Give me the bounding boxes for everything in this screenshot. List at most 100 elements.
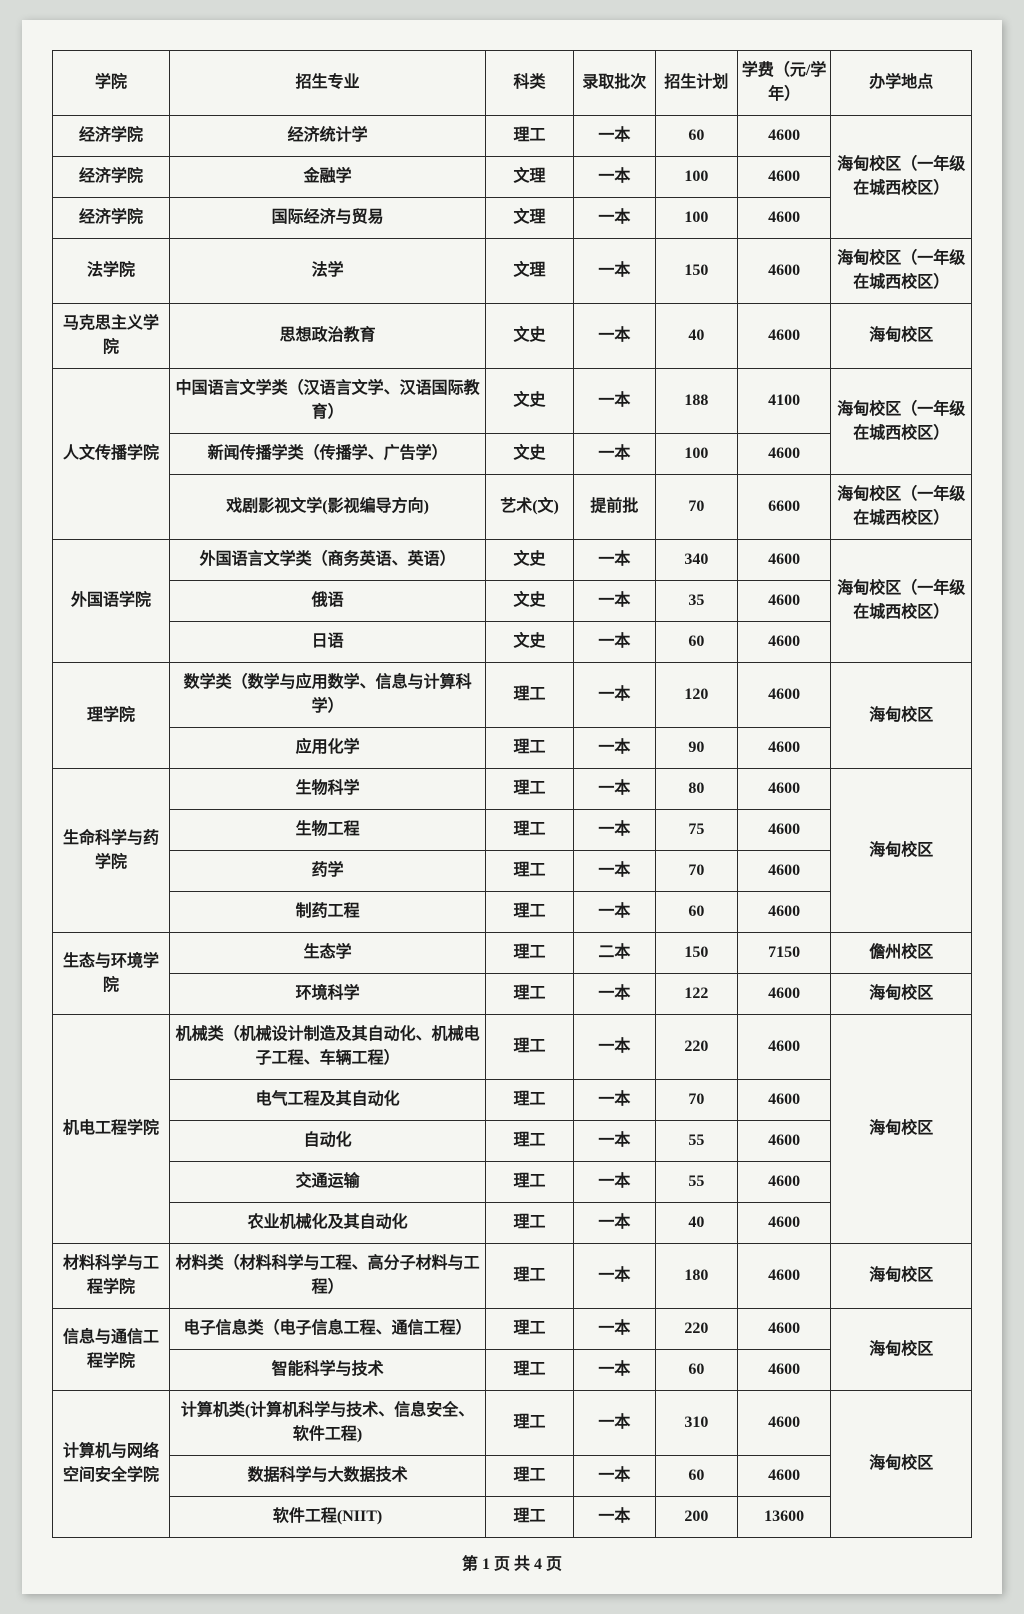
cell-fee: 4600 — [737, 540, 831, 581]
cell-college: 生命科学与药学院 — [53, 769, 170, 933]
cell-batch: 一本 — [573, 369, 655, 434]
cell-plan: 75 — [655, 810, 737, 851]
cell-plan: 55 — [655, 1121, 737, 1162]
cell-fee: 6600 — [737, 475, 831, 540]
cell-college: 经济学院 — [53, 157, 170, 198]
cell-category: 理工 — [486, 933, 574, 974]
table-row: 戏剧影视文学(影视编导方向)艺术(文)提前批706600海甸校区（一年级在城西校… — [53, 475, 972, 540]
cell-location: 海甸校区 — [831, 1244, 972, 1309]
cell-fee: 4600 — [737, 1015, 831, 1080]
cell-plan: 120 — [655, 663, 737, 728]
cell-category: 理工 — [486, 1244, 574, 1309]
cell-plan: 150 — [655, 239, 737, 304]
table-row: 生态与环境学院生态学理工二本1507150儋州校区 — [53, 933, 972, 974]
table-row: 理学院数学类（数学与应用数学、信息与计算科学）理工一本1204600海甸校区 — [53, 663, 972, 728]
cell-fee: 4600 — [737, 851, 831, 892]
cell-category: 理工 — [486, 1121, 574, 1162]
cell-major: 生物工程 — [170, 810, 486, 851]
header-location: 办学地点 — [831, 51, 972, 116]
table-row: 材料科学与工程学院材料类（材料科学与工程、高分子材料与工程）理工一本180460… — [53, 1244, 972, 1309]
cell-major: 生物科学 — [170, 769, 486, 810]
cell-fee: 4600 — [737, 1121, 831, 1162]
table-header-row: 学院 招生专业 科类 录取批次 招生计划 学费（元/学年） 办学地点 — [53, 51, 972, 116]
cell-category: 文史 — [486, 304, 574, 369]
cell-fee: 4600 — [737, 810, 831, 851]
cell-batch: 一本 — [573, 1121, 655, 1162]
cell-plan: 200 — [655, 1497, 737, 1538]
cell-batch: 一本 — [573, 1456, 655, 1497]
cell-category: 文史 — [486, 540, 574, 581]
cell-major: 外国语言文学类（商务英语、英语） — [170, 540, 486, 581]
cell-plan: 150 — [655, 933, 737, 974]
cell-major: 电子信息类（电子信息工程、通信工程） — [170, 1309, 486, 1350]
cell-major: 生态学 — [170, 933, 486, 974]
cell-category: 理工 — [486, 1350, 574, 1391]
cell-location: 海甸校区 — [831, 1391, 972, 1538]
cell-fee: 4600 — [737, 116, 831, 157]
cell-major: 新闻传播学类（传播学、广告学） — [170, 434, 486, 475]
cell-fee: 4600 — [737, 434, 831, 475]
cell-major: 应用化学 — [170, 728, 486, 769]
table-row: 马克思主义学院思想政治教育文史一本404600海甸校区 — [53, 304, 972, 369]
cell-batch: 一本 — [573, 663, 655, 728]
cell-major: 计算机类(计算机科学与技术、信息安全、软件工程) — [170, 1391, 486, 1456]
cell-plan: 40 — [655, 1203, 737, 1244]
cell-fee: 4600 — [737, 728, 831, 769]
cell-location: 海甸校区 — [831, 304, 972, 369]
cell-plan: 60 — [655, 1456, 737, 1497]
cell-college: 人文传播学院 — [53, 369, 170, 540]
cell-fee: 4600 — [737, 663, 831, 728]
cell-category: 理工 — [486, 1162, 574, 1203]
cell-location: 海甸校区（一年级在城西校区） — [831, 369, 972, 475]
cell-category: 理工 — [486, 1309, 574, 1350]
cell-major: 材料类（材料科学与工程、高分子材料与工程） — [170, 1244, 486, 1309]
cell-college: 马克思主义学院 — [53, 304, 170, 369]
cell-major: 国际经济与贸易 — [170, 198, 486, 239]
table-row: 经济学院经济统计学理工一本604600海甸校区（一年级在城西校区） — [53, 116, 972, 157]
admissions-table: 学院 招生专业 科类 录取批次 招生计划 学费（元/学年） 办学地点 经济学院经… — [52, 50, 972, 1538]
cell-batch: 一本 — [573, 239, 655, 304]
table-row: 信息与通信工程学院电子信息类（电子信息工程、通信工程）理工一本2204600海甸… — [53, 1309, 972, 1350]
cell-college: 材料科学与工程学院 — [53, 1244, 170, 1309]
cell-category: 文理 — [486, 157, 574, 198]
cell-plan: 60 — [655, 116, 737, 157]
cell-batch: 一本 — [573, 1391, 655, 1456]
cell-category: 理工 — [486, 728, 574, 769]
cell-location: 海甸校区 — [831, 974, 972, 1015]
cell-fee: 4600 — [737, 1350, 831, 1391]
cell-major: 戏剧影视文学(影视编导方向) — [170, 475, 486, 540]
cell-fee: 4600 — [737, 1080, 831, 1121]
table-row: 环境科学理工一本1224600海甸校区 — [53, 974, 972, 1015]
cell-fee: 13600 — [737, 1497, 831, 1538]
cell-college: 经济学院 — [53, 198, 170, 239]
header-college: 学院 — [53, 51, 170, 116]
table-row: 生命科学与药学院生物科学理工一本804600海甸校区 — [53, 769, 972, 810]
cell-plan: 70 — [655, 851, 737, 892]
cell-batch: 一本 — [573, 810, 655, 851]
cell-category: 理工 — [486, 1497, 574, 1538]
cell-plan: 180 — [655, 1244, 737, 1309]
cell-major: 电气工程及其自动化 — [170, 1080, 486, 1121]
cell-major: 日语 — [170, 622, 486, 663]
cell-batch: 一本 — [573, 304, 655, 369]
cell-batch: 二本 — [573, 933, 655, 974]
cell-plan: 90 — [655, 728, 737, 769]
cell-location: 海甸校区 — [831, 663, 972, 769]
cell-category: 文史 — [486, 622, 574, 663]
cell-major: 环境科学 — [170, 974, 486, 1015]
cell-batch: 一本 — [573, 1309, 655, 1350]
cell-category: 理工 — [486, 892, 574, 933]
cell-fee: 7150 — [737, 933, 831, 974]
cell-fee: 4600 — [737, 974, 831, 1015]
header-fee: 学费（元/学年） — [737, 51, 831, 116]
cell-major: 农业机械化及其自动化 — [170, 1203, 486, 1244]
cell-major: 俄语 — [170, 581, 486, 622]
cell-plan: 70 — [655, 1080, 737, 1121]
cell-category: 理工 — [486, 663, 574, 728]
cell-fee: 4600 — [737, 1203, 831, 1244]
cell-location: 海甸校区（一年级在城西校区） — [831, 116, 972, 239]
cell-batch: 一本 — [573, 1497, 655, 1538]
cell-major: 数据科学与大数据技术 — [170, 1456, 486, 1497]
table-row: 机电工程学院机械类（机械设计制造及其自动化、机械电子工程、车辆工程）理工一本22… — [53, 1015, 972, 1080]
cell-batch: 一本 — [573, 198, 655, 239]
